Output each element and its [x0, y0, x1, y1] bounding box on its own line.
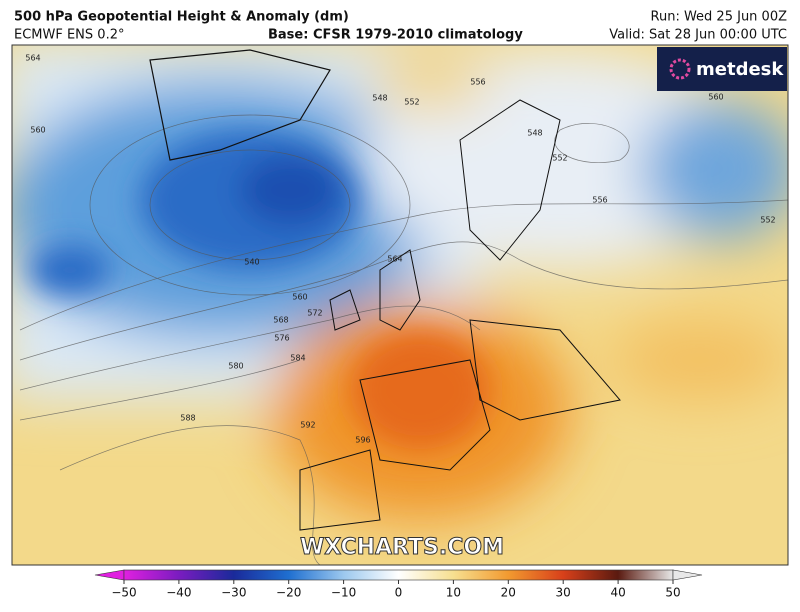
contour-label: 556: [592, 196, 607, 205]
colorbar-tick-label: −40: [166, 586, 191, 600]
model: ECMWF ENS 0.2°: [14, 28, 124, 43]
colorbar-tick-label: 10: [446, 586, 461, 600]
contour-label: 540: [244, 258, 259, 267]
colorbar-tick-label: 20: [501, 586, 516, 600]
contour-label: 560: [30, 126, 45, 135]
contour-label: 552: [760, 216, 775, 225]
contour-label: 552: [404, 98, 419, 107]
logo-text: metdesk: [696, 59, 784, 80]
contour-label: 580: [228, 362, 243, 371]
contour-label: 576: [274, 334, 289, 343]
base: Base: CFSR 1979-2010 climatology: [268, 28, 523, 43]
contour-label: 592: [300, 421, 315, 430]
colorbar-tick-label: −10: [331, 586, 356, 600]
contour-label: 548: [372, 94, 387, 103]
colorbar: −50 −40 −30 −20 −10 0 10 20 30 40 50: [94, 569, 703, 600]
contour-label: 560: [708, 93, 723, 102]
coastline: [149, 49, 331, 161]
watermark: WXCHARTS.COM: [300, 535, 504, 560]
colorbar-tick-label: −30: [221, 586, 246, 600]
contour-label: 548: [527, 129, 542, 138]
contours: [19, 114, 788, 565]
logo-box: [657, 47, 787, 91]
contour-label: 560: [292, 293, 307, 302]
colorbar-tick-label: 40: [610, 586, 625, 600]
map: WXCHARTS.COM 564 560 548 552 556 548 552 556 560…: [12, 45, 788, 565]
contour-label: 584: [290, 354, 305, 363]
contour-label: 588: [180, 414, 195, 423]
run: Run: Wed 25 Jun 00Z: [651, 10, 788, 25]
logo-icon: [669, 58, 691, 80]
contour-label: 564: [387, 255, 402, 264]
colorbar-tick-label: 0: [395, 586, 403, 600]
map-border: [11, 44, 789, 566]
contour-label: 552: [552, 154, 567, 163]
contour-label: 596: [355, 436, 370, 445]
contour-label: 564: [25, 54, 40, 63]
colorbar-tick-label: 30: [556, 586, 571, 600]
coastline: [299, 99, 621, 531]
valid: Valid: Sat 28 Jun 00:00 UTC: [609, 28, 787, 43]
contour-label: 568: [273, 316, 288, 325]
contour-label: 556: [470, 78, 485, 87]
title: 500 hPa Geopotential Height & Anomaly (d…: [14, 10, 349, 25]
colorbar-tick-label: −50: [111, 586, 136, 600]
colorbar-tick-label: 50: [665, 586, 680, 600]
contour-label: 572: [307, 309, 322, 318]
colorbar-tick-label: −20: [276, 586, 301, 600]
